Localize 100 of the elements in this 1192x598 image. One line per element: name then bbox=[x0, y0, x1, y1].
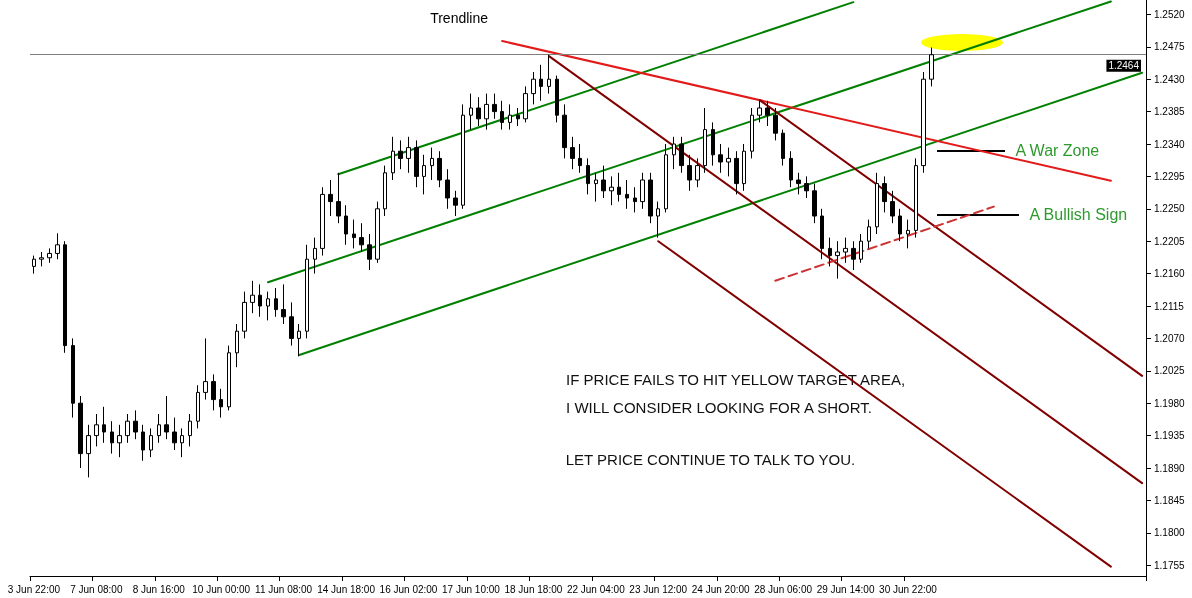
candlestick bbox=[570, 136, 575, 170]
candlestick bbox=[633, 186, 637, 213]
candlestick bbox=[125, 413, 130, 444]
y-tick-label: 1.1755 bbox=[1154, 559, 1186, 571]
candlestick bbox=[531, 71, 536, 105]
y-tick-label: 1.2115 bbox=[1154, 300, 1185, 312]
candlestick bbox=[828, 237, 832, 267]
candlestick bbox=[882, 175, 887, 213]
candlestick bbox=[617, 172, 621, 203]
candlestick bbox=[117, 424, 122, 458]
candlestick bbox=[55, 232, 60, 260]
candlestick bbox=[516, 107, 520, 127]
candlestick bbox=[344, 204, 348, 246]
candlestick bbox=[726, 147, 731, 177]
candlestick bbox=[835, 240, 840, 280]
candlestick bbox=[914, 157, 918, 239]
candlestick bbox=[539, 64, 543, 102]
x-tick-label: 7 Jun 08:00 bbox=[70, 583, 123, 595]
candlestick bbox=[227, 345, 231, 411]
candlestick bbox=[804, 175, 809, 199]
candlestick bbox=[781, 129, 785, 167]
ref-line-label: 1.2464 bbox=[1108, 60, 1140, 72]
candlestick bbox=[71, 337, 75, 419]
x-tick-label: 11 Jun 08:00 bbox=[255, 583, 313, 595]
candlestick bbox=[437, 150, 442, 188]
candlestick bbox=[86, 424, 91, 478]
y-tick-label: 1.2340 bbox=[1154, 138, 1186, 150]
x-tick-label: 10 Jun 00:00 bbox=[192, 583, 251, 595]
candlestick bbox=[172, 417, 177, 451]
x-tick-label: 18 Jun 18:00 bbox=[504, 583, 563, 595]
candlestick bbox=[820, 208, 824, 260]
y-tick-label: 1.2295 bbox=[1154, 170, 1186, 182]
candlestick bbox=[461, 103, 465, 210]
candlestick bbox=[492, 93, 497, 120]
candlestick bbox=[219, 388, 223, 419]
candlestick bbox=[274, 287, 278, 318]
y-tick-label: 1.2205 bbox=[1154, 235, 1186, 247]
candlestick bbox=[188, 413, 192, 447]
candlestick bbox=[547, 54, 551, 95]
candlestick bbox=[750, 107, 754, 159]
candlestick bbox=[422, 154, 426, 195]
annotation: A War Zone bbox=[1015, 141, 1100, 159]
candlestick bbox=[297, 323, 301, 357]
candlestick bbox=[867, 219, 871, 249]
candlestick bbox=[875, 172, 879, 235]
y-tick-label: 1.2250 bbox=[1154, 203, 1186, 215]
y-tick-label: 1.1845 bbox=[1154, 494, 1186, 506]
y-tick-label: 1.2520 bbox=[1154, 8, 1186, 20]
candlestick bbox=[812, 183, 817, 224]
candlestick bbox=[328, 179, 333, 217]
candlestick bbox=[32, 255, 36, 275]
candlestick bbox=[672, 136, 676, 170]
x-tick-label: 14 Jun 18:00 bbox=[317, 583, 376, 595]
x-tick-label: 23 Jun 12:00 bbox=[629, 583, 688, 595]
candlestick bbox=[63, 240, 67, 354]
candlestick bbox=[367, 233, 372, 271]
candlestick bbox=[469, 93, 473, 131]
candlestick bbox=[586, 157, 590, 195]
candlestick bbox=[406, 136, 411, 174]
candlestick bbox=[562, 103, 567, 159]
candlestick bbox=[94, 413, 99, 447]
annotation: LET PRICE CONTINUE TO TALK TO YOU. bbox=[565, 451, 856, 468]
candlestick bbox=[890, 190, 895, 224]
candlestick bbox=[664, 143, 668, 213]
candlestick bbox=[445, 168, 450, 210]
candlestick bbox=[313, 237, 317, 275]
x-tick-label: 30 Jun 22:00 bbox=[879, 583, 938, 595]
candlestick bbox=[203, 337, 208, 401]
candlestick bbox=[687, 154, 692, 192]
annotation: A Bullish Sign bbox=[1029, 205, 1128, 223]
candlestick bbox=[711, 121, 715, 167]
candlestick bbox=[164, 395, 169, 440]
candlestick bbox=[742, 143, 746, 192]
candlestick bbox=[609, 175, 614, 206]
candlestick bbox=[180, 427, 184, 458]
x-tick-label: 16 Jun 02:00 bbox=[379, 583, 438, 595]
candlestick bbox=[640, 172, 645, 210]
candlestick bbox=[859, 233, 863, 264]
candlestick bbox=[211, 373, 216, 411]
candlestick bbox=[250, 280, 255, 314]
candlestick bbox=[196, 384, 200, 429]
x-tick-label: 29 Jun 14:00 bbox=[816, 583, 875, 595]
x-tick-label: 3 Jun 22:00 bbox=[7, 583, 61, 595]
candlestick bbox=[555, 75, 559, 123]
candlestick bbox=[500, 100, 504, 131]
candlestick bbox=[430, 147, 434, 181]
candlestick bbox=[679, 136, 684, 174]
candlestick bbox=[703, 107, 707, 174]
candlestick bbox=[625, 179, 629, 210]
candlestick bbox=[47, 247, 52, 264]
candlestick bbox=[391, 136, 395, 181]
candlestick bbox=[258, 283, 262, 318]
series-label: Trendline bbox=[430, 10, 489, 27]
candlestick bbox=[149, 427, 153, 458]
candlestick bbox=[242, 291, 247, 339]
candlestick bbox=[734, 150, 739, 195]
x-tick-label: 22 Jun 04:00 bbox=[566, 583, 626, 595]
candlestick bbox=[141, 424, 145, 462]
candlestick bbox=[359, 222, 364, 253]
y-tick-label: 1.1890 bbox=[1154, 462, 1186, 474]
